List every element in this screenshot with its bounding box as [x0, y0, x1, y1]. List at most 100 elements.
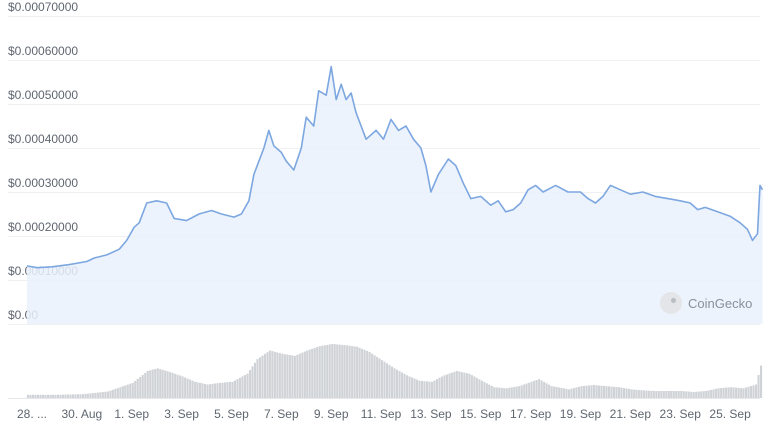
volume-bar [545, 383, 548, 398]
volume-bar [61, 394, 64, 398]
volume-bar [176, 374, 179, 398]
volume-bar [433, 380, 436, 398]
volume-bar [528, 382, 531, 398]
x-tick-label: 19. Sep [560, 407, 602, 421]
volume-bar [351, 346, 354, 398]
volume-bar [199, 382, 202, 398]
volume-bar [206, 384, 209, 398]
volume-bar [727, 387, 730, 398]
volume-bar [425, 381, 428, 398]
volume-bar [493, 387, 496, 398]
x-tick-label: 21. Sep [610, 407, 652, 421]
volume-bar [710, 389, 713, 398]
volume-bar [630, 389, 633, 398]
price-area [26, 65, 764, 324]
volume-bar [460, 372, 463, 398]
volume-bar [196, 382, 199, 398]
x-tick-label: 23. Sep [660, 407, 702, 421]
price-area-fill [27, 66, 763, 324]
volume-bar [448, 373, 451, 398]
volume-bar [114, 388, 117, 398]
volume-bar [757, 375, 760, 398]
volume-bar [755, 384, 758, 398]
volume-bar [605, 386, 608, 398]
x-tick-label: 25. Sep [709, 407, 751, 421]
volume-bar [229, 382, 232, 398]
volume-bar [71, 394, 74, 398]
volume-bar [42, 394, 45, 398]
volume-bar [226, 382, 229, 398]
volume-bar [363, 349, 366, 398]
volume-bar [396, 369, 399, 398]
volume-bar [760, 365, 763, 398]
volume-bar [490, 385, 493, 398]
volume-bar [560, 388, 563, 398]
volume-bar [415, 379, 418, 398]
volume-bar [37, 394, 40, 398]
volume-bar [715, 388, 718, 398]
volume-bar [640, 390, 643, 398]
volume-bar [331, 344, 334, 398]
volume-bar [620, 387, 623, 398]
volume-bar [94, 392, 97, 398]
volume-bar [368, 352, 371, 398]
volume-bar [311, 348, 314, 398]
volume-bar [268, 350, 271, 398]
x-tick-label: 11. Sep [361, 407, 402, 421]
volume-bar [32, 394, 35, 398]
volume-bar [418, 380, 421, 398]
volume-bar [211, 383, 214, 398]
volume-bar [74, 394, 77, 398]
volume-bar [381, 360, 384, 398]
volume-bar [445, 374, 448, 398]
volume-bar [483, 382, 486, 398]
volume-bar [301, 352, 304, 398]
volume-bar [652, 390, 655, 398]
volume-bar [358, 347, 361, 398]
volume-bar [565, 388, 568, 398]
volume-bar [29, 394, 32, 398]
volume-bar [119, 387, 122, 398]
volume-bar [735, 387, 738, 398]
volume-bar [675, 391, 678, 398]
volume-bar [386, 363, 389, 398]
volume-bar [717, 388, 720, 398]
volume-bar [79, 394, 82, 398]
volume-bar [737, 387, 740, 398]
volume-bar [328, 344, 331, 398]
volume-bar [637, 390, 640, 398]
volume-bar [700, 391, 703, 398]
volume-bar [607, 386, 610, 398]
volume-bar [498, 387, 501, 398]
volume-bar [697, 391, 700, 398]
volume-bar [174, 373, 177, 398]
volume-bar [593, 385, 596, 398]
volume-bar [134, 380, 137, 398]
volume-bar [171, 372, 174, 398]
volume-bar [473, 376, 476, 398]
volume-bar [650, 390, 653, 398]
volume-bar [321, 345, 324, 398]
volume-bar [156, 368, 159, 398]
volume-bar [378, 358, 381, 398]
volume-bar [435, 379, 438, 398]
volume-bar [348, 345, 351, 398]
volume-bar [224, 382, 227, 398]
volume-bar [408, 376, 411, 398]
volume-bar [336, 344, 339, 398]
y-tick-label: $0.00060000 [8, 44, 78, 58]
volume-bar [558, 387, 561, 398]
volume-bar [34, 394, 37, 398]
volume-bar [635, 389, 638, 398]
volume-bar [141, 375, 144, 398]
volume-bar [393, 368, 396, 398]
volume-bar [553, 386, 556, 398]
volume-bar [184, 377, 187, 398]
volume-bar [231, 381, 234, 398]
x-tick-label: 5. Sep [214, 407, 249, 421]
volume-bar [570, 388, 573, 398]
volume-bar [291, 355, 294, 398]
volume-bar [690, 391, 693, 398]
